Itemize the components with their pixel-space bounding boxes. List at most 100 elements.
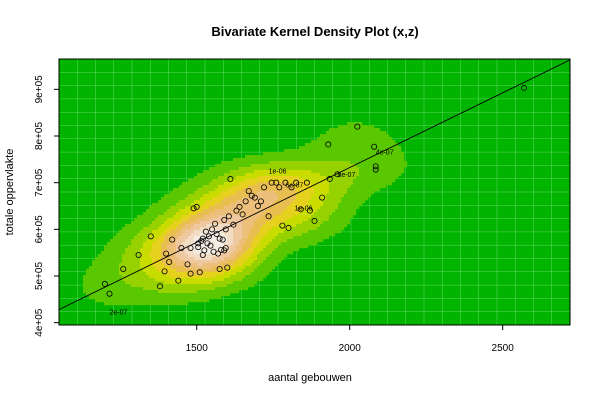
x-tick-label: 2000 [339,343,362,354]
density-cell [257,239,261,243]
density-cell [200,206,204,210]
density-cell [368,167,372,171]
data-point [221,247,228,254]
density-cell [191,236,195,240]
density-cell [200,281,204,285]
density-cell [356,122,360,126]
density-cell [107,260,111,264]
density-cell [236,275,240,279]
density-cell [386,164,390,168]
density-cell [248,236,252,240]
density-cell [167,299,171,303]
density-cell [146,299,150,303]
density-cell [167,233,171,237]
density-cell [209,179,213,183]
density-cell [221,167,225,171]
density-cell [155,284,159,288]
density-cell [329,221,333,225]
density-cell [266,170,270,174]
density-cell [191,284,195,288]
density-cell [146,290,150,294]
density-cell [263,203,267,207]
density-cell [350,155,354,159]
density-cell [329,161,333,165]
density-cell [299,233,303,237]
density-cell [152,203,156,207]
density-cell [242,161,246,165]
density-cell [338,164,342,168]
density-cell [350,143,354,147]
density-cell [245,236,249,240]
density-cell [275,176,279,180]
density-cell [239,185,243,189]
density-cell [287,188,291,192]
density-cell [143,257,147,261]
density-cell [329,155,333,159]
density-cell [260,203,264,207]
density-cell [257,260,261,264]
density-cell [326,173,330,177]
density-cell [257,182,261,186]
density-cell [233,269,237,273]
density-cell [353,167,357,171]
density-cell [341,224,345,228]
density-cell [377,146,381,150]
density-cell [248,257,252,261]
density-cell [116,251,120,255]
density-cell [104,296,108,300]
density-cell [188,266,192,270]
density-cell [221,227,225,231]
density-cell [353,206,357,210]
density-cell [245,224,249,228]
density-cell [212,263,216,267]
density-cell [365,182,369,186]
density-cell [239,221,243,225]
data-point [285,224,292,231]
density-cell [173,245,177,249]
density-cell [395,158,399,162]
density-cell [341,173,345,177]
density-cell [206,188,210,192]
contour-label: 2e-07 [109,309,127,316]
density-cell [269,185,273,189]
density-cell [155,239,159,243]
data-point [236,203,243,210]
density-cell [272,245,276,249]
density-cell [347,140,351,144]
density-cell [269,194,273,198]
density-cell [314,140,318,144]
density-cell [245,161,249,165]
density-cell [344,149,348,153]
density-cell [290,167,294,171]
density-cell [338,152,342,156]
density-cell [368,179,372,183]
density-cell [161,200,165,204]
density-cell [371,173,375,177]
density-cell [320,170,324,174]
density-cell [125,236,129,240]
density-cell [305,200,309,204]
density-cell [278,197,282,201]
density-cell [317,167,321,171]
density-cell [365,134,369,138]
density-cell [188,203,192,207]
density-cell [326,185,330,189]
density-cell [182,242,186,246]
density-cell [224,239,228,243]
density-cell [233,218,237,222]
density-cell [218,176,222,180]
density-cell [185,203,189,207]
density-cell [272,176,276,180]
density-cell [200,182,204,186]
density-cell [113,272,117,276]
density-cell [164,203,168,207]
density-cell [191,269,195,273]
density-cell [206,281,210,285]
density-cell [287,155,291,159]
density-cell [293,185,297,189]
density-cell [197,251,201,255]
density-cell [173,281,177,285]
density-cell [350,152,354,156]
density-cell [350,182,354,186]
density-cell [146,284,150,288]
